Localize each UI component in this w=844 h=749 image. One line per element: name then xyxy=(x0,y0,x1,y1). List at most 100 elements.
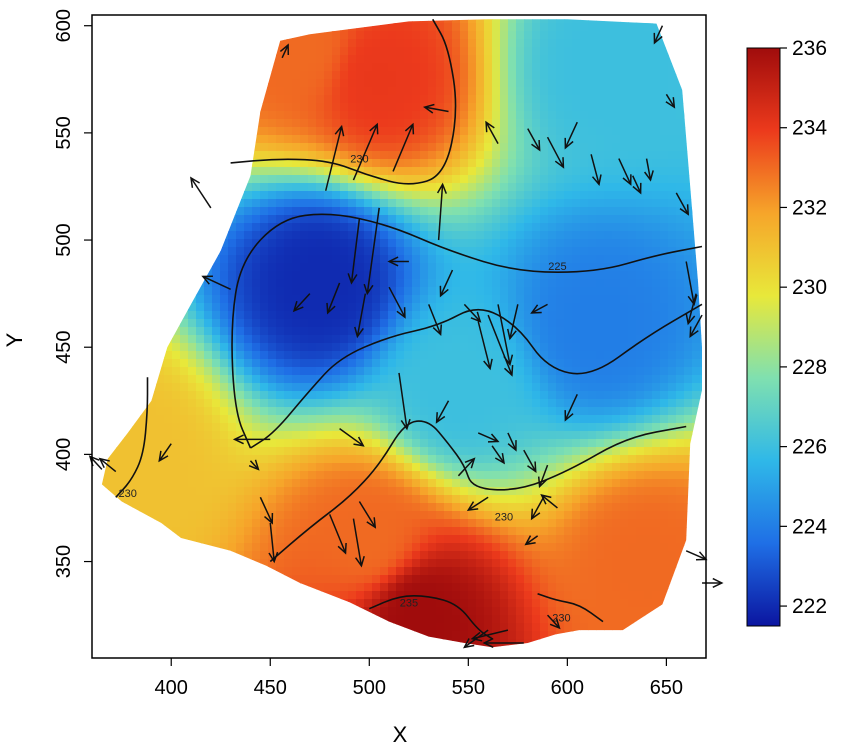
heat-cell xyxy=(196,431,205,440)
heat-cell xyxy=(636,287,645,296)
heat-cell xyxy=(340,127,349,136)
heat-cell xyxy=(204,455,213,464)
heat-cell xyxy=(548,31,557,40)
heat-cell xyxy=(660,207,669,216)
heat-cell xyxy=(276,495,285,504)
heat-cell xyxy=(196,471,205,480)
heat-cell xyxy=(412,207,421,216)
heat-cell xyxy=(676,431,685,440)
heat-cell xyxy=(388,399,397,408)
heat-cell xyxy=(452,207,461,216)
heat-cell xyxy=(316,199,325,208)
heat-cell xyxy=(492,247,501,256)
heat-cell xyxy=(332,247,341,256)
heat-cell xyxy=(532,223,541,232)
heat-cell xyxy=(332,127,341,136)
heat-cell xyxy=(652,31,661,40)
heat-cell xyxy=(644,63,653,72)
heat-cell xyxy=(500,303,509,312)
heat-cell xyxy=(292,455,301,464)
heat-cell xyxy=(292,335,301,344)
heat-cell xyxy=(652,191,661,200)
heat-cell xyxy=(372,391,381,400)
heat-cell xyxy=(500,399,509,408)
heat-cell xyxy=(516,271,525,280)
heat-cell xyxy=(212,423,221,432)
heat-cell xyxy=(692,271,701,280)
heat-cell xyxy=(436,111,445,120)
heat-cell xyxy=(300,503,309,512)
heat-cell xyxy=(132,55,141,64)
heat-cell xyxy=(412,287,421,296)
heat-cell xyxy=(372,431,381,440)
heat-cell xyxy=(412,55,421,64)
heat-cell xyxy=(348,519,357,528)
heat-cell xyxy=(260,271,269,280)
heat-cell xyxy=(644,431,653,440)
heat-cell xyxy=(628,103,637,112)
heat-cell xyxy=(468,47,477,56)
heat-cell xyxy=(92,375,101,384)
heat-cell xyxy=(140,407,149,416)
heat-cell xyxy=(292,511,301,520)
heat-cell xyxy=(572,175,581,184)
heat-cell xyxy=(356,327,365,336)
heat-cell xyxy=(268,247,277,256)
heat-cell xyxy=(532,175,541,184)
heat-cell xyxy=(172,263,181,272)
heat-cell xyxy=(156,487,165,496)
heat-cell xyxy=(476,231,485,240)
heat-cell xyxy=(140,247,149,256)
heat-cell xyxy=(324,19,333,24)
heat-cell xyxy=(492,175,501,184)
heat-cell xyxy=(452,319,461,328)
heat-cell xyxy=(684,415,693,424)
heat-cell xyxy=(172,407,181,416)
heat-cell xyxy=(676,143,685,152)
heat-cell xyxy=(212,215,221,224)
heat-cell xyxy=(516,319,525,328)
heat-cell xyxy=(108,23,117,32)
heat-cell xyxy=(612,39,621,48)
heat-cell xyxy=(500,143,509,152)
heat-cell xyxy=(508,319,517,328)
heat-cell xyxy=(388,287,397,296)
heat-cell xyxy=(124,351,133,360)
heat-cell xyxy=(660,351,669,360)
heat-cell xyxy=(124,199,133,208)
heat-cell xyxy=(412,527,421,536)
heat-cell xyxy=(188,39,197,48)
heat-cell xyxy=(596,367,605,376)
heat-cell xyxy=(700,391,702,400)
heat-cell xyxy=(212,119,221,128)
heat-cell xyxy=(300,407,309,416)
heat-cell xyxy=(420,191,429,200)
heat-cell xyxy=(108,255,117,264)
heat-cell xyxy=(332,223,341,232)
heat-cell xyxy=(124,247,133,256)
heat-cell xyxy=(668,271,677,280)
heat-cell xyxy=(380,103,389,112)
heat-cell xyxy=(124,319,133,328)
heat-cell xyxy=(524,263,533,272)
heat-cell xyxy=(308,247,317,256)
heat-cell xyxy=(564,55,573,64)
heat-cell xyxy=(132,255,141,264)
heat-cell xyxy=(148,135,157,144)
heat-cell xyxy=(196,255,205,264)
heat-cell xyxy=(628,143,637,152)
heat-cell xyxy=(268,391,277,400)
heat-cell xyxy=(540,423,549,432)
heat-cell xyxy=(532,111,541,120)
heat-cell xyxy=(108,455,117,464)
heat-cell xyxy=(532,399,541,408)
heat-cell xyxy=(380,439,389,448)
heat-cell xyxy=(532,391,541,400)
heat-cell xyxy=(164,383,173,392)
heat-cell xyxy=(540,19,549,24)
heat-cell xyxy=(188,87,197,96)
heat-cell xyxy=(676,287,685,296)
heat-cell xyxy=(116,495,125,504)
heat-cell xyxy=(284,447,293,456)
heat-cell xyxy=(212,319,221,328)
